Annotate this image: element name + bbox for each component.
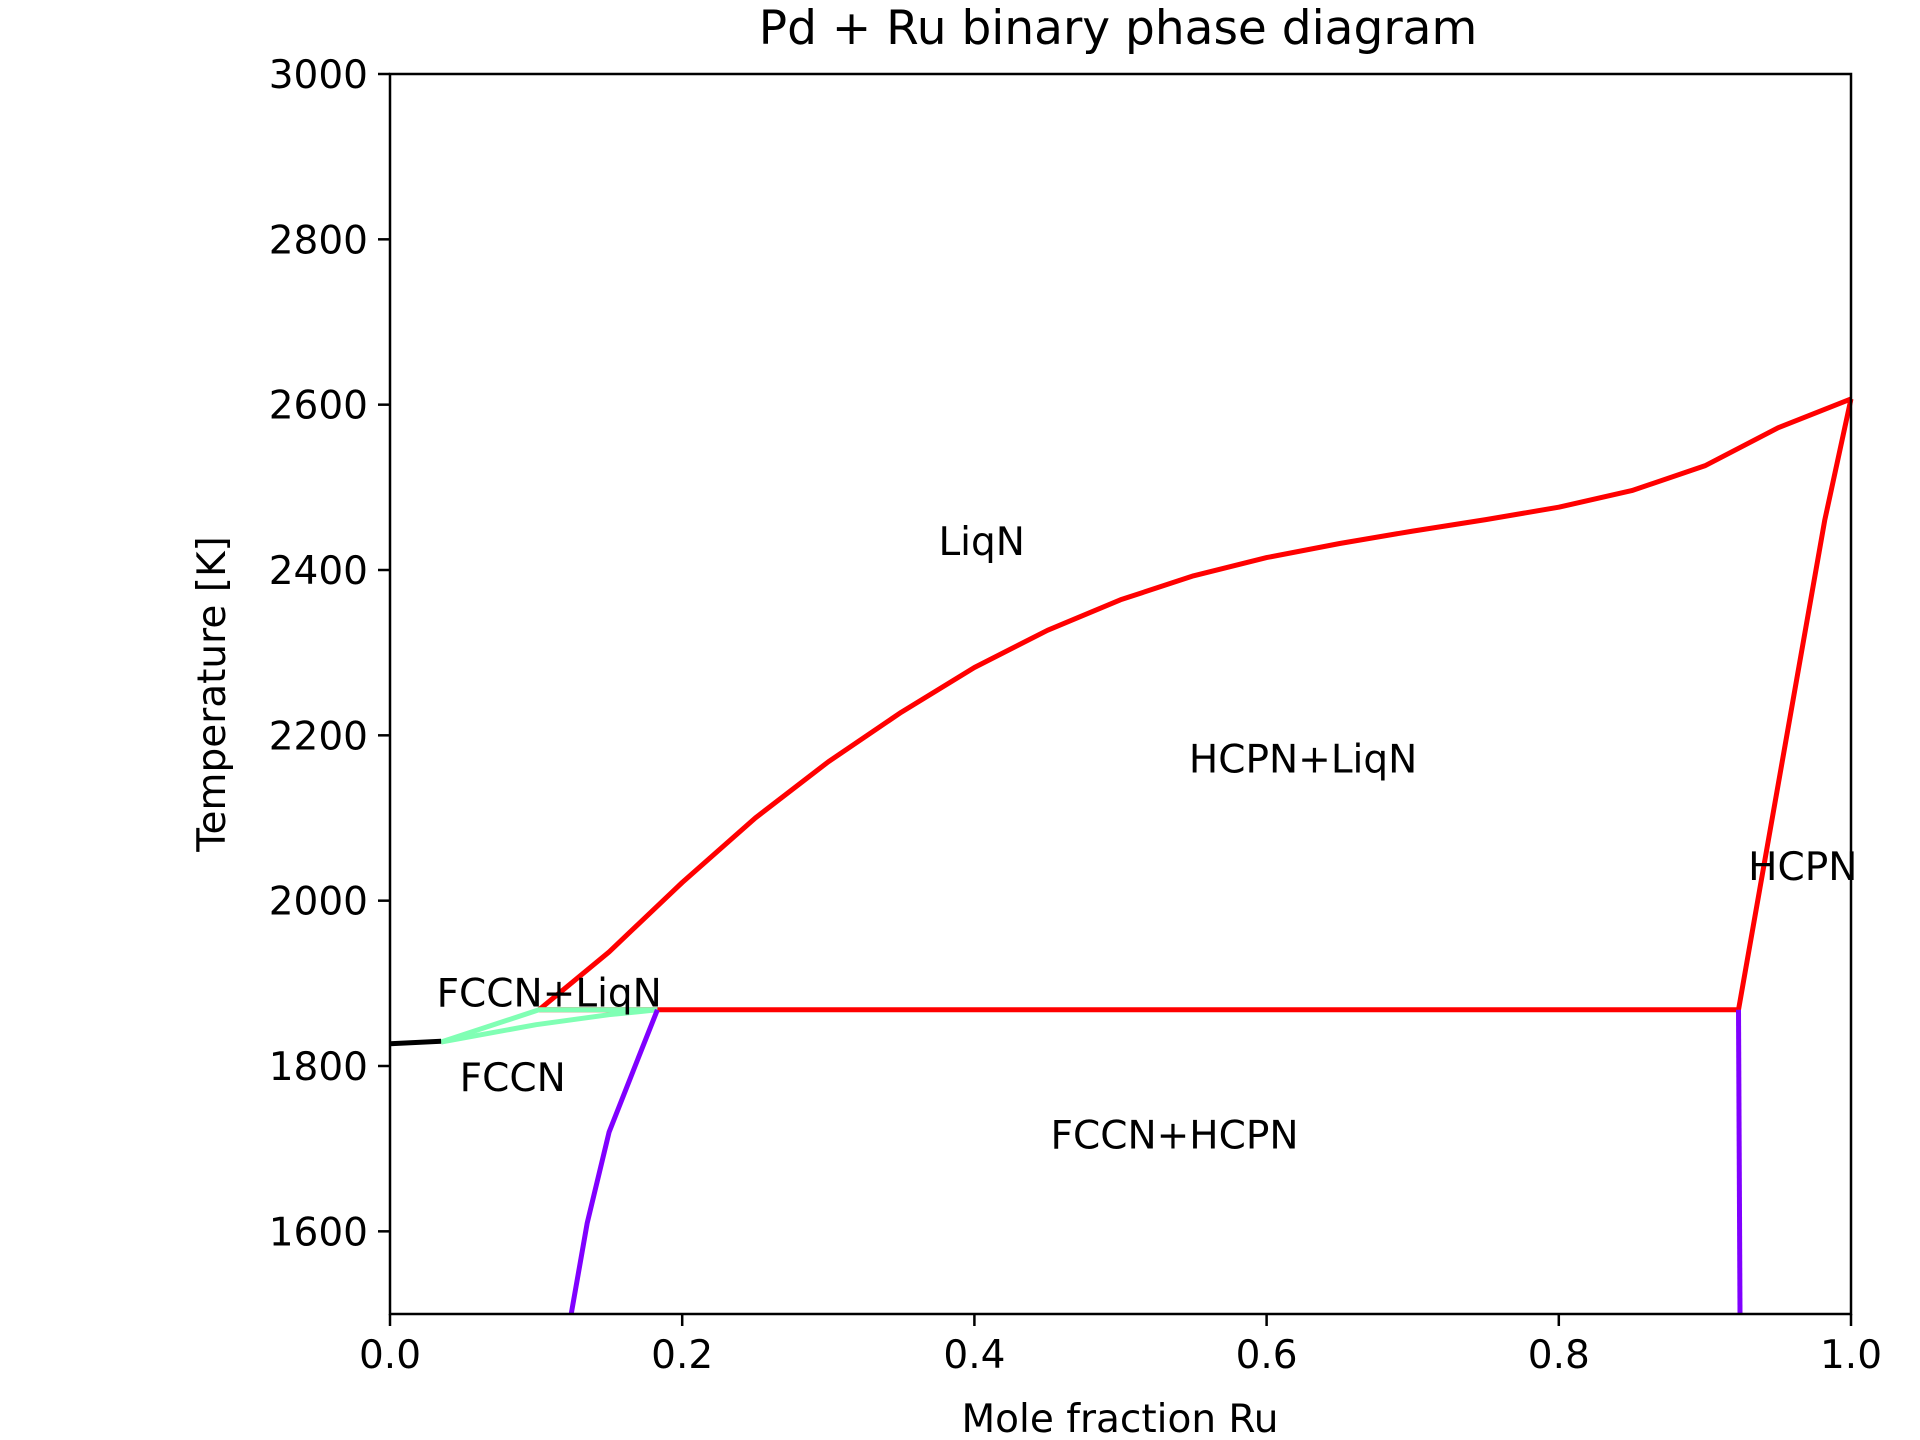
y-tick-label: 2000 <box>269 880 368 925</box>
plot-frame <box>388 72 1853 1316</box>
y-tick-label: 2800 <box>269 218 368 263</box>
region-label: HCPN <box>1748 845 1857 890</box>
x-tick-label: 0.0 <box>359 1333 421 1378</box>
y-axis: 1600 1800 2000 2200 2400 2600 2800 3000 <box>269 53 390 1255</box>
x-tick-label: 0.4 <box>943 1333 1005 1378</box>
region-label: FCCN <box>460 1056 566 1101</box>
phase-boundary-line-1 <box>537 396 1852 1012</box>
region-label: FCCN+HCPN <box>1051 1114 1299 1159</box>
x-tick-label: 1.0 <box>1820 1333 1882 1378</box>
x-tick-label: 0.2 <box>651 1333 713 1378</box>
phase-boundary-line-7 <box>568 1008 660 1315</box>
phase-boundary-line-8 <box>1736 1009 1743 1315</box>
x-axis-label: Mole fraction Ru <box>961 1397 1278 1440</box>
y-tick-label: 2400 <box>269 549 368 594</box>
y-tick-label: 1600 <box>269 1210 368 1255</box>
y-tick-label: 1800 <box>269 1045 368 1090</box>
region-label: FCCN+LiqN <box>437 971 662 1016</box>
phase-boundary-line-5 <box>440 1007 658 1045</box>
y-tick-label: 2200 <box>269 714 368 759</box>
phase-boundary-line-6 <box>389 1038 442 1047</box>
chart-title: Pd + Ru binary phase diagram <box>759 1 1477 56</box>
y-tick-label: 2600 <box>269 384 368 429</box>
x-tick-label: 0.8 <box>1528 1333 1590 1378</box>
y-axis-label: Temperature [K] <box>190 536 235 852</box>
region-label: HCPN+LiqN <box>1189 738 1417 783</box>
y-tick-label: 3000 <box>269 53 368 98</box>
region-label: LiqN <box>938 520 1025 565</box>
phase-boundary-line-2 <box>1736 398 1854 1011</box>
x-axis: 0.0 0.2 0.4 0.6 0.8 1.0 <box>359 1314 1882 1378</box>
region-labels: LiqN HCPN+LiqN HCPN FCCN+LiqN FCCN FCCN+HCPN <box>437 520 1858 1159</box>
series-layer <box>389 396 1854 1315</box>
x-tick-label: 0.6 <box>1236 1333 1298 1378</box>
